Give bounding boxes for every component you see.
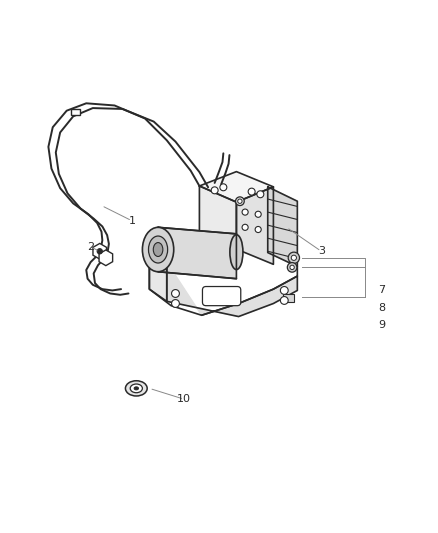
Circle shape: [280, 287, 288, 294]
Polygon shape: [158, 228, 237, 279]
Circle shape: [238, 199, 242, 204]
Bar: [71, 109, 80, 115]
Ellipse shape: [134, 387, 138, 390]
Circle shape: [211, 187, 218, 194]
Text: 2: 2: [87, 242, 94, 252]
Text: 7: 7: [378, 286, 385, 295]
Text: 3: 3: [318, 246, 325, 256]
Polygon shape: [268, 187, 297, 266]
FancyBboxPatch shape: [202, 287, 241, 305]
Circle shape: [290, 265, 294, 270]
Circle shape: [172, 289, 180, 297]
Circle shape: [242, 209, 248, 215]
Polygon shape: [199, 172, 273, 202]
Ellipse shape: [142, 228, 174, 272]
Ellipse shape: [230, 235, 243, 270]
Ellipse shape: [153, 243, 163, 256]
Polygon shape: [93, 244, 106, 259]
Ellipse shape: [148, 236, 168, 263]
Circle shape: [242, 224, 248, 230]
Polygon shape: [167, 262, 297, 317]
Circle shape: [255, 211, 261, 217]
Circle shape: [220, 184, 227, 191]
Polygon shape: [99, 250, 113, 265]
Text: 10: 10: [177, 394, 191, 404]
Ellipse shape: [125, 381, 147, 396]
Circle shape: [291, 255, 297, 261]
Circle shape: [97, 249, 102, 254]
Circle shape: [280, 296, 288, 304]
Text: 1: 1: [128, 216, 135, 226]
Text: 9: 9: [378, 320, 385, 330]
Polygon shape: [237, 187, 273, 264]
Circle shape: [236, 197, 244, 206]
Circle shape: [255, 227, 261, 232]
Ellipse shape: [130, 384, 142, 393]
Circle shape: [287, 263, 297, 272]
Polygon shape: [149, 249, 167, 301]
Circle shape: [288, 252, 300, 263]
Polygon shape: [199, 186, 237, 249]
Circle shape: [172, 300, 180, 308]
Text: 8: 8: [378, 303, 385, 313]
Circle shape: [248, 188, 255, 195]
Circle shape: [257, 191, 264, 198]
Bar: [283, 294, 294, 302]
